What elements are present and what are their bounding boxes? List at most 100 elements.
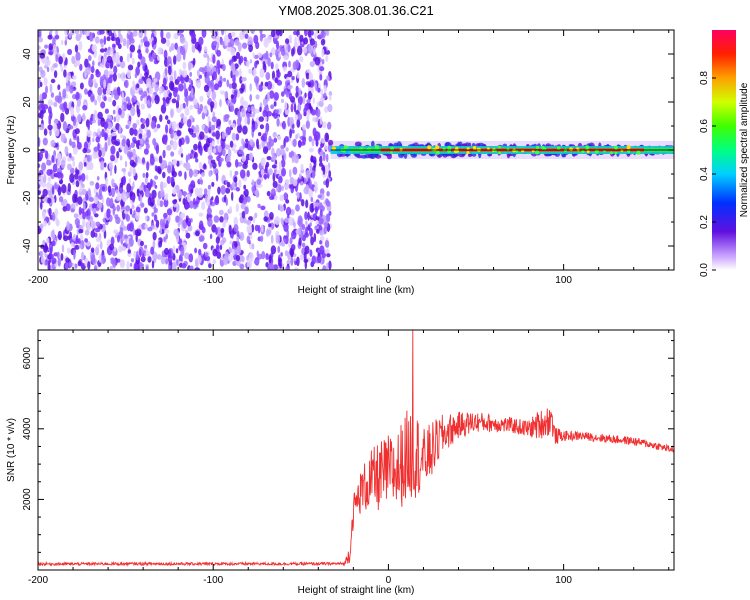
spectrogram-noise-cell: [72, 160, 75, 168]
spectrogram-noise-cell: [90, 73, 94, 80]
spectrogram-noise-cell: [312, 116, 316, 122]
spectrogram-noise-cell: [208, 121, 212, 130]
spectrogram-noise-cell: [40, 244, 45, 249]
spectrogram-noise-cell: [82, 113, 86, 122]
spectrogram-noise-cell: [110, 145, 116, 155]
spectrogram-noise-cell: [62, 121, 68, 132]
spectrogram-noise-cell: [313, 185, 319, 192]
spectrogram-noise-cell: [51, 211, 56, 222]
chart-title: YM08.2025.308.01.36.C21: [278, 3, 433, 18]
spectrogram-noise-cell: [144, 223, 149, 230]
spectrogram-noise-cell: [189, 104, 194, 110]
spectrogram-noise-cell: [305, 72, 310, 80]
spectrogram-noise-cell: [221, 140, 226, 149]
spectrogram-noise-cell: [175, 248, 179, 254]
spectrogram-noise-cell: [133, 209, 136, 216]
spectrogram-band-spot: [620, 149, 624, 152]
spectrogram-noise-cell: [112, 207, 116, 216]
spectrogram-noise-cell: [232, 74, 236, 84]
spectrogram-noise-cell: [129, 166, 133, 174]
spectrogram-noise-cell: [323, 84, 327, 94]
spectrogram-noise-cell: [281, 120, 286, 130]
spectrogram-noise-cell: [246, 255, 250, 261]
spectrogram-noise-cell: [272, 180, 278, 188]
spectrogram-noise-cell: [175, 99, 180, 110]
spectrogram-noise-cell: [296, 256, 300, 267]
spectrogram-noise-cell: [301, 242, 306, 248]
spectrogram-noise-cell: [256, 138, 259, 149]
spectrogram-noise-cell: [242, 125, 248, 135]
spectrogram-noise-cell: [228, 83, 233, 89]
spectrogram-noise-cell: [77, 260, 82, 267]
spectrogram-noise-cell: [246, 60, 250, 68]
spectrogram-noise-cell: [278, 52, 281, 58]
spectrogram-noise-cell: [239, 55, 244, 64]
spectrogram-noise-cell: [261, 224, 264, 233]
spectrogram-noise-cell: [203, 53, 209, 58]
spectrogram-noise-cell: [163, 236, 167, 242]
spectrogram-noise-cell: [233, 216, 238, 227]
spectrogram-noise-cell: [129, 159, 135, 167]
spectrogram-noise-cell: [133, 263, 138, 270]
spectrogram-noise-cell: [90, 65, 95, 74]
spectrogram-noise-cell: [143, 133, 147, 141]
spectrogram-noise-cell: [135, 206, 141, 213]
spectrogram-noise-cell: [249, 94, 252, 102]
spectrogram-noise-cell: [166, 208, 173, 216]
spectrogram-noise-cell: [258, 143, 262, 150]
spectrogram-noise-cell: [95, 36, 100, 44]
spectrogram-noise-cell: [187, 224, 193, 232]
spectrogram-noise-cell: [171, 171, 177, 178]
spectrogram-noise-cell: [278, 176, 283, 184]
spectrogram-noise-cell: [156, 55, 160, 61]
colorbar-tick-label: 0.4: [699, 167, 710, 181]
spectrogram-noise-cell: [79, 82, 84, 90]
spectrogram-noise-cell: [224, 30, 227, 35]
spectrogram-noise-cell: [304, 30, 308, 37]
spectrogram-band-spot: [455, 146, 459, 150]
spectrogram-noise-cell: [246, 170, 250, 178]
spectrogram-noise-cell: [326, 214, 330, 222]
spectrogram-noise-cell: [57, 230, 62, 241]
spectrogram-noise-cell: [144, 244, 148, 249]
spectrogram-noise-cell: [314, 56, 321, 66]
spectrogram-noise-cell: [261, 251, 266, 260]
spectrogram-noise-cell: [206, 137, 211, 148]
spectrogram-noise-cell: [75, 51, 81, 62]
spectrogram-noise-cell: [117, 72, 121, 79]
spectrogram-noise-cell: [95, 236, 101, 243]
spectrogram-noise-cell: [262, 109, 268, 118]
spectrogram-noise-cell: [133, 250, 137, 258]
spectrogram-noise-cell: [119, 259, 126, 269]
spectrogram-noise-cell: [258, 132, 262, 137]
spectrogram-noise-cell: [134, 229, 139, 236]
spectrogram-noise-cell: [269, 52, 273, 58]
spectrogram-noise-cell: [111, 135, 117, 145]
spectrogram-noise-cell: [180, 212, 186, 219]
spectrogram-noise-cell: [179, 36, 186, 44]
spectrogram-noise-cell: [97, 86, 103, 96]
spectrogram-noise-cell: [226, 99, 229, 105]
spectrogram-noise-cell: [295, 59, 300, 69]
spectrogram-noise-cell: [162, 77, 167, 86]
spectrogram-noise-cell: [243, 56, 247, 62]
spectrogram-noise-cell: [38, 163, 41, 168]
spectrogram-noise-cell: [213, 148, 217, 154]
spectrogram-noise-cell: [75, 34, 81, 42]
spectrogram-ytick-label: -40: [22, 238, 33, 253]
spectrogram-noise-cell: [75, 169, 80, 175]
spectrogram-noise-cell: [38, 176, 43, 181]
spectrogram-noise-cell: [229, 140, 234, 148]
spectrogram-noise-cell: [163, 97, 166, 108]
spectrogram-noise-cell: [300, 199, 305, 207]
spectrogram-noise-cell: [98, 193, 103, 200]
spectrogram-noise-cell: [135, 233, 138, 243]
spectrogram-noise-cell: [64, 39, 68, 46]
spectrogram-noise-cell: [129, 52, 133, 59]
spectrogram-noise-cell: [194, 267, 200, 270]
colorbar-ticks: 0.0 0.2 0.4 0.6 0.8: [699, 71, 716, 277]
spectrogram-noise-cell: [73, 213, 79, 219]
spectrogram-noise-cell: [284, 101, 288, 111]
spectrogram-noise-cell: [144, 215, 148, 221]
